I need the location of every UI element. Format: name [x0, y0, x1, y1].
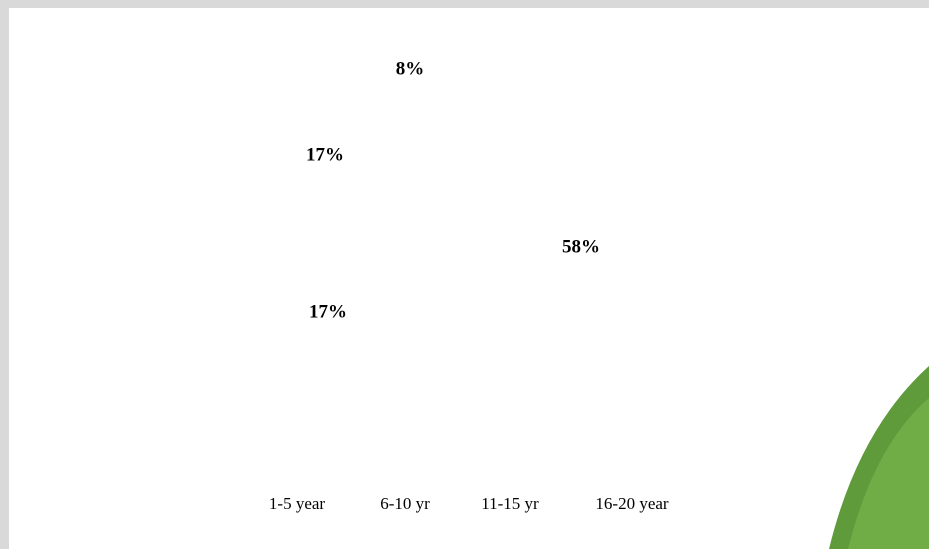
legend-entry: 11-15 yr: [481, 494, 539, 513]
pie-slice: [301, 30, 450, 200]
data-label: 8%: [396, 58, 425, 79]
data-label: 17%: [309, 301, 347, 322]
legend-entry: 6-10 yr: [380, 494, 430, 513]
legend-entry: 1-5 year: [269, 494, 326, 513]
frame-top: [0, 0, 929, 8]
pie: [280, 30, 620, 371]
decoration: [848, 398, 929, 549]
data-label: 58%: [562, 236, 600, 257]
legend-entry: 16-20 year: [595, 494, 669, 513]
pie-slice: [450, 30, 532, 200]
data-label: 17%: [306, 144, 344, 165]
pie-slice: [450, 51, 620, 200]
pie-slice: [280, 118, 620, 371]
frame-left: [0, 0, 9, 549]
